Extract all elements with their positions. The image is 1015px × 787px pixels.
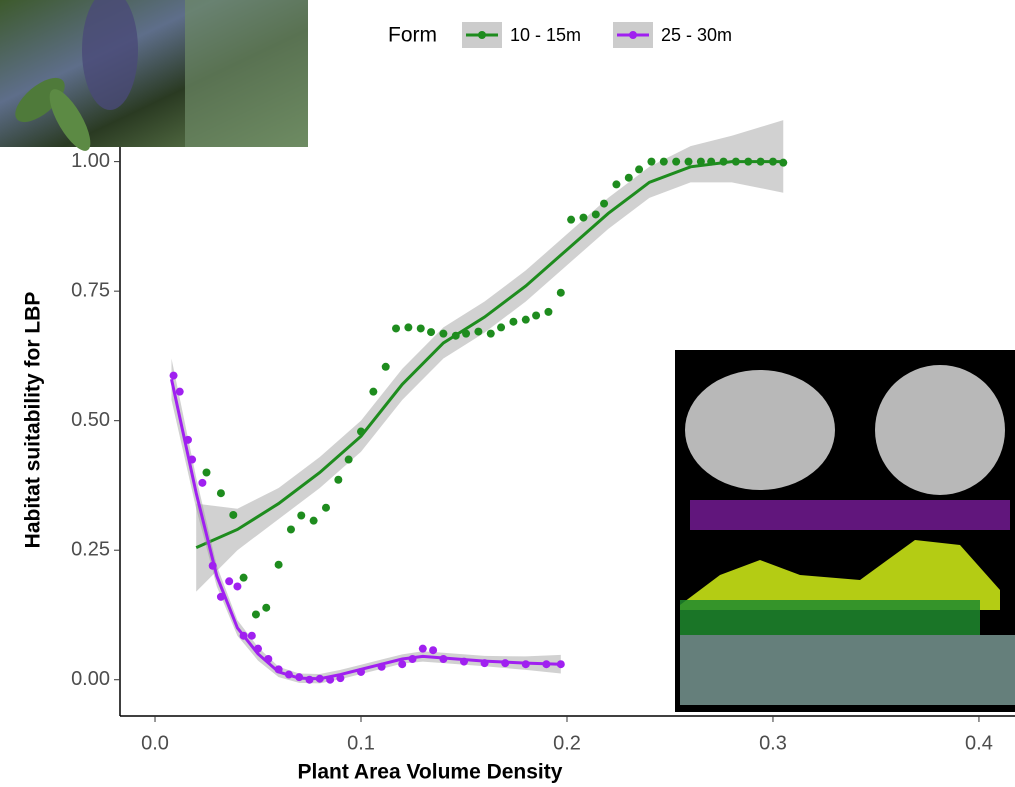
y-axis-title: Habitat suitability for LBP [22,292,45,549]
data-point [419,645,427,653]
data-point [345,456,353,464]
x-tick-label: 0.2 [553,732,581,754]
data-point [382,363,390,371]
data-point [635,165,643,173]
data-point [600,200,608,208]
data-point [497,323,505,331]
data-point [233,582,241,590]
data-point [229,511,237,519]
data-point [262,604,270,612]
data-point [625,174,633,182]
legend-dot [478,31,486,39]
data-point [404,323,412,331]
data-point [287,525,295,533]
page: Plant Area Volume Density Habitat suitab… [0,0,1015,787]
data-point [544,308,552,316]
data-point [322,504,330,512]
legend-dot [629,31,637,39]
data-point [417,324,425,332]
x-axis-title: Plant Area Volume Density [298,761,563,784]
data-point [392,324,400,332]
data-point [248,632,256,640]
legend-title: Form [388,24,437,47]
data-point [474,328,482,336]
y-tick-label: 0.75 [71,279,110,301]
x-tick-label: 0.0 [141,732,169,754]
data-point [398,660,406,668]
data-point [579,214,587,222]
data-point [557,289,565,297]
data-point [612,180,620,188]
legend-label: 10 - 15m [510,25,581,45]
y-tick-label: 0.25 [71,538,110,560]
data-point [334,476,342,484]
data-point [567,216,575,224]
data-point [532,312,540,320]
data-point [176,388,184,396]
data-point [369,388,377,396]
lidar-inset [675,350,1015,712]
data-point [647,158,655,166]
x-tick-label: 0.3 [759,732,787,754]
legend-label: 25 - 30m [661,25,732,45]
data-point [509,318,517,326]
photo-inset [0,0,308,156]
data-point [297,511,305,519]
x-tick-label: 0.4 [965,732,993,754]
data-point [240,574,248,582]
data-point [660,158,668,166]
data-point [252,610,260,618]
data-point [275,561,283,569]
data-point [522,316,530,324]
data-point [592,210,600,218]
y-tick-label: 0.50 [71,409,110,431]
data-point [439,330,447,338]
data-point [170,372,178,380]
data-point [672,158,680,166]
x-tick-label: 0.1 [347,732,375,754]
data-point [487,330,495,338]
data-point [685,158,693,166]
data-point [427,328,435,336]
data-point [198,479,206,487]
data-point [310,517,318,525]
data-point [203,468,211,476]
chart: Plant Area Volume Density Habitat suitab… [0,0,1015,787]
y-tick-label: 1.00 [71,150,110,172]
data-point [429,646,437,654]
data-point [217,489,225,497]
y-tick-label: 0.00 [71,668,110,690]
data-point [225,577,233,585]
